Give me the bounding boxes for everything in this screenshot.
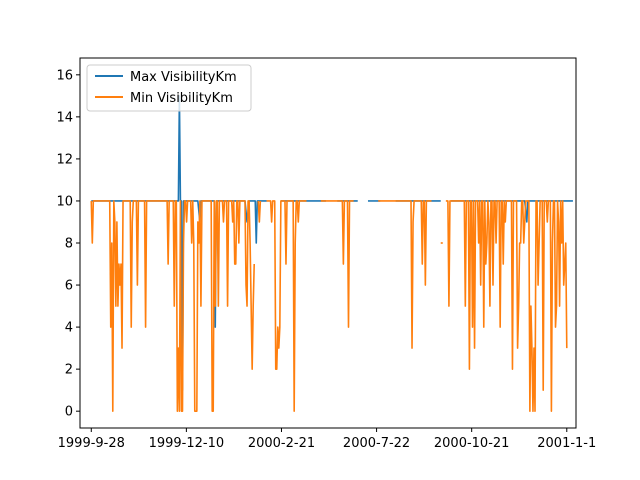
y-tick-label-0: 0 [65, 405, 73, 420]
series-layer [90, 95, 573, 412]
x-tick-label-4: 2000-10-21 [434, 436, 510, 451]
y-tick-label-8: 16 [56, 68, 73, 83]
x-tick-label-2: 2000-2-21 [248, 436, 315, 451]
legend-label-max: Max VisibilityKm [130, 70, 237, 85]
series-line-0-0 [91, 95, 267, 391]
series-line-1-4 [378, 200, 432, 349]
series-line-1-6 [445, 200, 568, 412]
x-tick-label-5: 2001-1-1 [537, 436, 596, 451]
y-tick-label-5: 10 [56, 194, 73, 209]
y-tick-label-4: 8 [65, 237, 73, 252]
x-axis: 1999-9-28 1999-12-10 2000-2-21 2000-7-22 200… [58, 428, 596, 451]
y-tick-label-2: 4 [65, 321, 73, 336]
y-tick-label-1: 2 [65, 363, 73, 378]
x-tick-label-3: 2000-7-22 [343, 436, 410, 451]
legend: Max VisibilityKm Min VisibilityKm [86, 64, 252, 112]
series-min [90, 200, 568, 412]
series-line-1-2 [266, 200, 307, 412]
series-line-1-0 [90, 200, 256, 412]
y-tick-label-3: 6 [65, 279, 73, 294]
y-axis: 0 2 4 6 8 10 12 14 16 [56, 68, 80, 420]
y-tick-label-7: 14 [56, 110, 73, 125]
legend-box [86, 64, 252, 112]
legend-label-min: Min VisibilityKm [130, 91, 233, 106]
x-tick-label-0: 1999-9-28 [58, 436, 125, 451]
series-line-1-1 [257, 200, 262, 223]
series-line-1-3 [320, 200, 354, 328]
x-tick-label-1: 1999-12-10 [149, 436, 225, 451]
y-tick-label-6: 12 [56, 152, 73, 167]
